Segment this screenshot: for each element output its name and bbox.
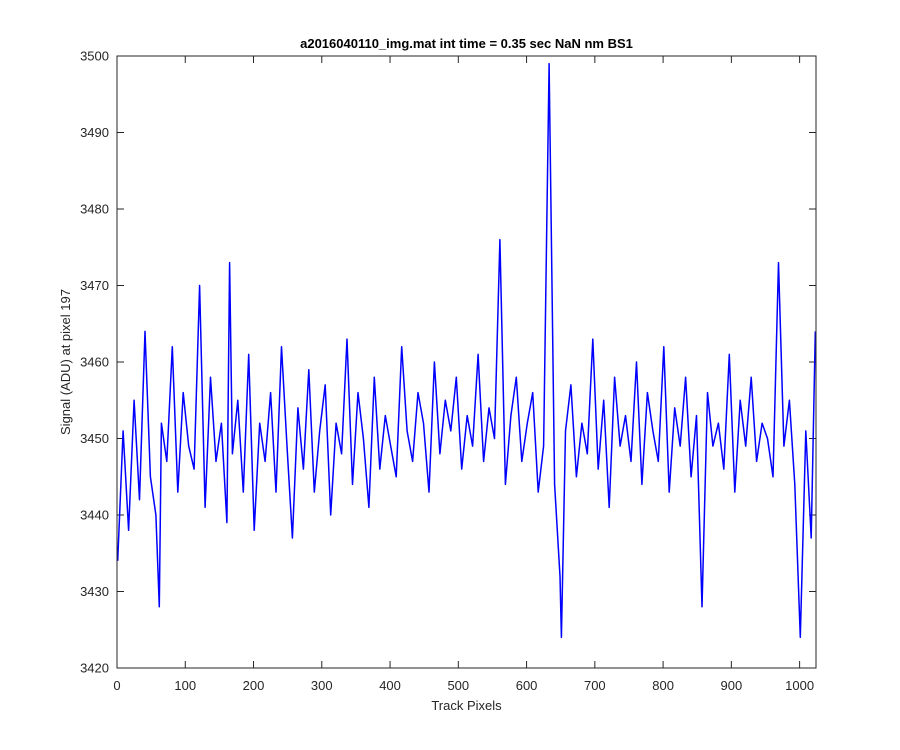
y-tick-label: 3440 — [80, 508, 109, 523]
y-axis-label: Signal (ADU) at pixel 197 — [58, 289, 73, 435]
y-tick-label: 3430 — [80, 584, 109, 599]
x-tick-label: 800 — [652, 678, 674, 693]
x-tick-label: 900 — [721, 678, 743, 693]
x-tick-label: 1000 — [785, 678, 814, 693]
x-axis-label: Track Pixels — [431, 698, 502, 713]
y-tick-label: 3420 — [80, 661, 109, 676]
y-tick-label: 3500 — [80, 49, 109, 64]
plot-border — [116, 55, 817, 669]
x-tick-label: 0 — [113, 678, 120, 693]
chart-title: a2016040110_img.mat int time = 0.35 sec … — [300, 36, 633, 51]
x-tick-label: 400 — [379, 678, 401, 693]
y-tick-label: 3480 — [80, 202, 109, 217]
x-tick-label: 300 — [311, 678, 333, 693]
y-tick-label: 3490 — [80, 125, 109, 140]
series-line — [116, 62, 817, 639]
x-tick-label: 100 — [174, 678, 196, 693]
tick-labels: 0 100 200 300 400 500 600 700 800 900 1000 3420 3430… — [80, 49, 814, 694]
series-layer — [116, 62, 817, 639]
x-tick-label: 600 — [516, 678, 538, 693]
y-tick-label: 3450 — [80, 431, 109, 446]
x-tick-label: 500 — [447, 678, 469, 693]
plot-area — [117, 56, 816, 668]
y-tick-label: 3470 — [80, 278, 109, 293]
x-tick-label: 200 — [243, 678, 265, 693]
x-tick-label: 700 — [584, 678, 606, 693]
y-tick-label: 3460 — [80, 355, 109, 370]
